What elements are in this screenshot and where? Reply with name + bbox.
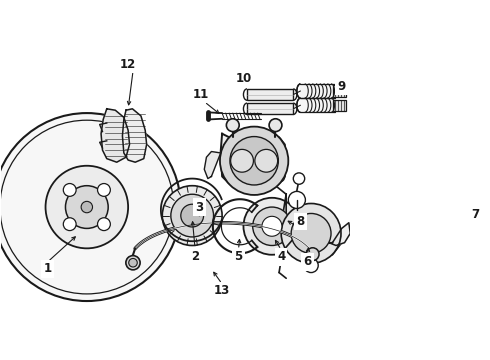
Circle shape	[126, 256, 140, 270]
Circle shape	[81, 201, 93, 213]
Circle shape	[294, 173, 305, 184]
Bar	[247, 89, 294, 100]
Circle shape	[226, 119, 239, 132]
Circle shape	[306, 248, 319, 261]
Circle shape	[262, 216, 282, 236]
Text: 8: 8	[296, 215, 305, 228]
Text: 11: 11	[193, 88, 209, 101]
Circle shape	[63, 218, 76, 230]
Circle shape	[66, 186, 108, 228]
Text: 1: 1	[44, 262, 52, 275]
Circle shape	[220, 127, 288, 195]
Circle shape	[129, 258, 137, 267]
Bar	[469, 182, 485, 211]
Circle shape	[281, 203, 341, 263]
Circle shape	[304, 258, 318, 273]
Circle shape	[181, 204, 203, 227]
Circle shape	[230, 136, 278, 185]
Text: 9: 9	[338, 80, 346, 93]
Circle shape	[46, 166, 128, 248]
Circle shape	[244, 198, 300, 255]
Polygon shape	[329, 223, 350, 246]
Polygon shape	[204, 152, 220, 179]
Circle shape	[253, 207, 291, 246]
Circle shape	[98, 218, 110, 230]
Polygon shape	[122, 109, 147, 162]
Circle shape	[231, 149, 253, 172]
Polygon shape	[101, 109, 129, 162]
Text: 2: 2	[191, 251, 199, 264]
Circle shape	[453, 198, 468, 214]
Text: 7: 7	[471, 208, 480, 221]
Bar	[333, 100, 346, 111]
Circle shape	[457, 203, 464, 210]
Circle shape	[255, 149, 278, 172]
Circle shape	[273, 171, 285, 182]
Circle shape	[451, 182, 470, 202]
Circle shape	[269, 119, 282, 132]
Text: 12: 12	[120, 58, 136, 71]
Circle shape	[288, 192, 305, 208]
Bar	[333, 85, 346, 97]
Circle shape	[162, 186, 222, 246]
Circle shape	[63, 184, 76, 196]
Circle shape	[0, 113, 181, 301]
Text: 10: 10	[235, 72, 251, 85]
Text: 6: 6	[303, 255, 312, 268]
Bar	[247, 103, 294, 114]
Polygon shape	[220, 134, 286, 184]
Circle shape	[98, 184, 110, 196]
Text: 3: 3	[195, 201, 203, 213]
Polygon shape	[228, 139, 279, 180]
Polygon shape	[283, 194, 342, 258]
Circle shape	[291, 213, 331, 253]
Text: 13: 13	[214, 284, 230, 297]
Circle shape	[171, 194, 214, 237]
Circle shape	[456, 188, 465, 196]
Text: 4: 4	[277, 251, 285, 264]
Text: 5: 5	[234, 251, 243, 264]
